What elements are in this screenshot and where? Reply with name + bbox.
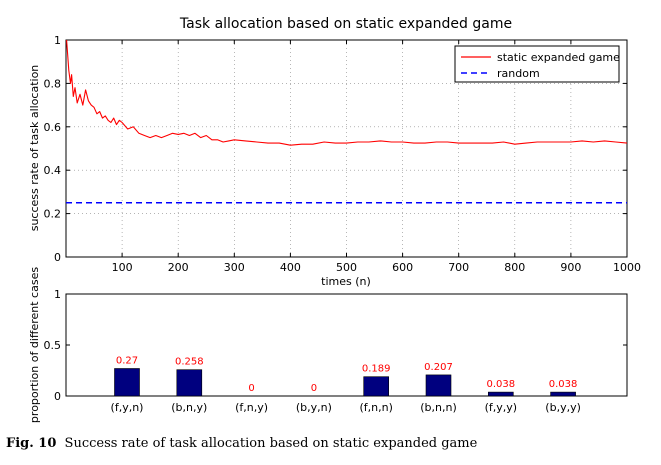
x-tick-label: 100 <box>112 261 133 274</box>
line-chart-x-label: times (n) <box>321 275 371 288</box>
bar-chart-plot-area <box>65 293 628 397</box>
x-tick-label: 300 <box>224 261 245 274</box>
series-static-expanded-game-line <box>66 39 628 146</box>
y-tick-label: 0.2 <box>44 208 62 221</box>
legend-label-random: random <box>497 67 540 80</box>
bar <box>487 391 514 397</box>
bar-data-label: 0.27 <box>116 356 138 367</box>
line-chart-series <box>66 39 628 204</box>
x-tick-label: 800 <box>504 261 525 274</box>
bar-category-label: (f,n,y) <box>235 401 268 414</box>
x-tick-label: 500 <box>336 261 357 274</box>
bar-chart-y-ticks: 00.51 <box>44 288 627 403</box>
bar-data-label: 0.207 <box>424 362 453 373</box>
x-tick-label: 600 <box>392 261 413 274</box>
figure-caption-label: Fig. 10 <box>6 436 57 451</box>
bar-data-label: 0.038 <box>486 379 515 390</box>
x-tick-label: 1000 <box>613 261 641 274</box>
bar-category-label: (f,y,y) <box>485 401 517 414</box>
x-tick-label: 200 <box>168 261 189 274</box>
y-tick-label: 0.8 <box>44 77 62 90</box>
x-tick-label: 900 <box>560 261 581 274</box>
bar-chart: 00.51 0.27(f,y,n)0.258(b,n,y)0(f,n,y)0(b… <box>28 267 628 423</box>
bar <box>550 391 576 397</box>
x-tick-label: 700 <box>448 261 469 274</box>
line-chart: Task allocation based on static expanded… <box>28 16 641 288</box>
bar-data-label: 0.038 <box>549 379 578 390</box>
bar <box>363 376 390 397</box>
line-chart-grid <box>66 40 627 257</box>
line-chart-y-ticks: 0 0.2 0.4 0.6 0.8 1 <box>44 34 627 264</box>
y-tick-label: 0.5 <box>44 339 62 352</box>
bar-chart-bars: 0.27 (f,y,n) 0.258 (b,n,y) 0 (f,n,y) 0 (b,y,n) 0… <box>111 356 581 415</box>
line-chart-y-label: success rate of task allocation <box>28 65 41 232</box>
bar-category-label: (b,y,y) <box>545 401 581 414</box>
legend-box <box>454 45 620 83</box>
bar-data-label: 0.258 <box>175 357 204 368</box>
y-tick-label: 1 <box>54 288 61 301</box>
line-chart-x-ticks: 100 200 300 400 500 600 700 800 900 1000 <box>112 40 641 274</box>
figure-caption-text: Success rate of task allocation based on… <box>64 436 478 451</box>
y-tick-label: 1 <box>54 34 61 47</box>
line-chart-legend: static expanded game random <box>454 45 620 83</box>
y-tick-label: 0 <box>54 390 61 403</box>
bar-category-label: (b,n,n) <box>420 401 457 414</box>
bar <box>176 369 203 397</box>
bar <box>114 368 140 397</box>
y-tick-label: 0.6 <box>44 121 62 134</box>
y-tick-label: 0.4 <box>44 164 62 177</box>
bar-data-label: 0 <box>311 383 317 394</box>
bar-category-label: (f,y,n) <box>111 401 144 414</box>
line-chart-title: Task allocation based on static expanded… <box>179 16 512 32</box>
bar-category-label: (b,y,n) <box>296 401 332 414</box>
bar <box>425 374 452 397</box>
x-tick-label: 400 <box>280 261 301 274</box>
y-tick-label: 0 <box>54 251 61 264</box>
bar-category-label: (f,n,n) <box>359 401 392 414</box>
bar-category-label: (b,n,y) <box>171 401 207 414</box>
figure-caption: Fig. 10 Success rate of task allocation … <box>6 436 656 451</box>
bar-data-label: 0 <box>248 383 254 394</box>
legend-label-static: static expanded game <box>497 51 620 64</box>
bar-data-label: 0.189 <box>362 364 391 375</box>
bar-chart-y-label: proportion of different cases <box>28 267 41 423</box>
